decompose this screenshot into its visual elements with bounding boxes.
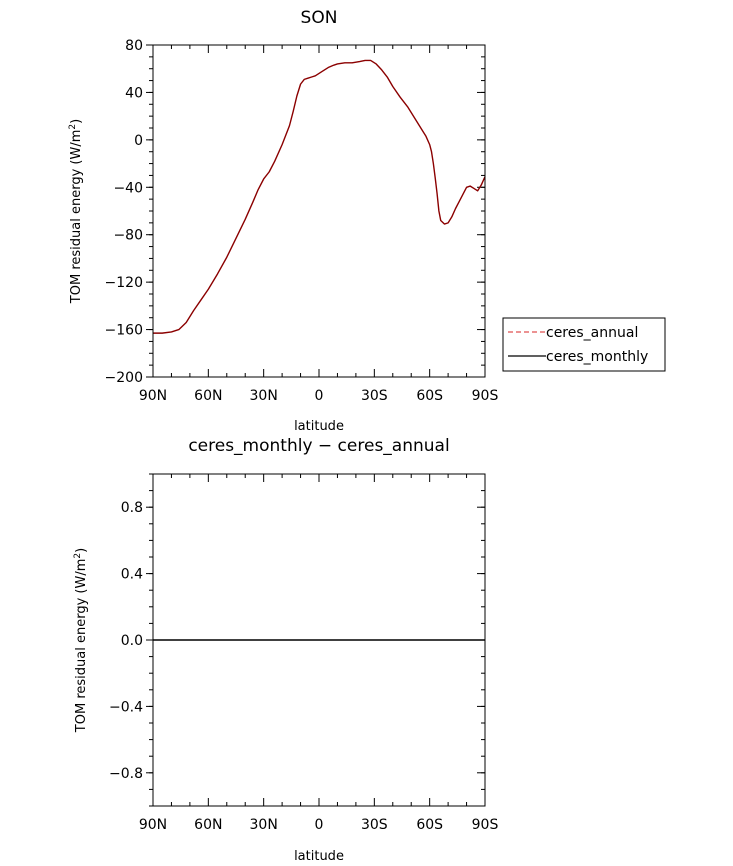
top-y-tick-label: −160 <box>105 323 143 339</box>
top-y-tick-label: −40 <box>113 180 143 196</box>
top-y-axis-label-unit: (W/m <box>69 130 84 165</box>
top-y-axis-label-main: TOM residual energy <box>69 168 84 304</box>
legend-label-ceres-annual: ceres_annual <box>546 325 638 341</box>
top-y-tick-label: 80 <box>125 38 143 54</box>
bottom-y-tick-label: −0.4 <box>109 699 143 715</box>
bottom-y-axis-label-unit: (W/m <box>74 559 89 594</box>
bottom-x-tick-label: 30S <box>361 817 388 833</box>
bottom-x-tick-label: 30N <box>250 817 278 833</box>
bottom-panel: ceres_monthly − ceres_annual 0.8 0.4 0.0 −0… <box>73 436 498 864</box>
top-plot-frame <box>152 44 486 378</box>
bottom-y-axis-label-close: ) <box>74 548 89 553</box>
top-x-tick-label: 90S <box>472 388 499 404</box>
top-x-tick-label: 30S <box>361 388 388 404</box>
top-y-axis-label: TOM residual energy (W/m2) <box>68 119 84 304</box>
top-y-tick-labels: 80 40 0 −40 −80 −120 −160 −200 <box>105 38 143 386</box>
legend: ceres_annual ceres_monthly <box>502 317 666 372</box>
bottom-x-tick-label: 90N <box>139 817 167 833</box>
top-x-tick-label: 30N <box>250 388 278 404</box>
top-y-tick-label: 40 <box>125 85 143 101</box>
bottom-y-tick-label: 0.4 <box>121 567 143 583</box>
top-y-tick-label: −200 <box>105 370 143 386</box>
top-tick-marks <box>146 44 486 378</box>
bottom-y-tick-labels: 0.8 0.4 0.0 −0.4 −0.8 <box>109 500 143 782</box>
top-x-tick-label: 60S <box>416 388 443 404</box>
bottom-y-axis-label-sup: 2 <box>73 553 83 559</box>
bottom-y-tick-label: 0.8 <box>121 500 143 516</box>
top-y-tick-label: 0 <box>134 133 143 149</box>
top-panel: SON 80 40 0 −40 −80 −120 −160 −200 90N 60N 30N 0 30… <box>68 8 666 434</box>
legend-label-ceres-monthly: ceres_monthly <box>546 349 648 365</box>
top-series-line-ceres-monthly <box>153 59 486 334</box>
top-y-tick-label: −120 <box>105 275 143 291</box>
bottom-y-axis-label: TOM residual energy (W/m2) <box>73 548 89 733</box>
top-x-tick-label: 0 <box>315 388 324 404</box>
top-y-axis-label-close: ) <box>69 119 84 124</box>
bottom-x-axis-label: latitude <box>294 849 344 864</box>
top-series-lines <box>153 59 486 334</box>
bottom-x-tick-labels: 90N 60N 30N 0 30S 60S 90S <box>139 817 499 833</box>
top-x-axis-label: latitude <box>294 419 344 434</box>
top-x-tick-labels: 90N 60N 30N 0 30S 60S 90S <box>139 388 499 404</box>
bottom-x-tick-label: 0 <box>315 817 324 833</box>
top-x-tick-label: 90N <box>139 388 167 404</box>
legend-box <box>502 317 666 372</box>
top-y-tick-label: −80 <box>113 228 143 244</box>
bottom-x-tick-label: 90S <box>472 817 499 833</box>
bottom-chart-title: ceres_monthly − ceres_annual <box>188 436 449 456</box>
top-y-axis-label-sup: 2 <box>68 124 78 130</box>
bottom-x-tick-label: 60N <box>194 817 222 833</box>
top-x-tick-label: 60N <box>194 388 222 404</box>
top-chart-title: SON <box>301 8 338 28</box>
bottom-y-axis-label-main: TOM residual energy <box>74 597 89 733</box>
bottom-y-tick-label: −0.8 <box>109 766 143 782</box>
bottom-y-tick-label: 0.0 <box>121 633 143 649</box>
bottom-plot-frame <box>152 473 486 807</box>
bottom-x-tick-label: 60S <box>416 817 443 833</box>
